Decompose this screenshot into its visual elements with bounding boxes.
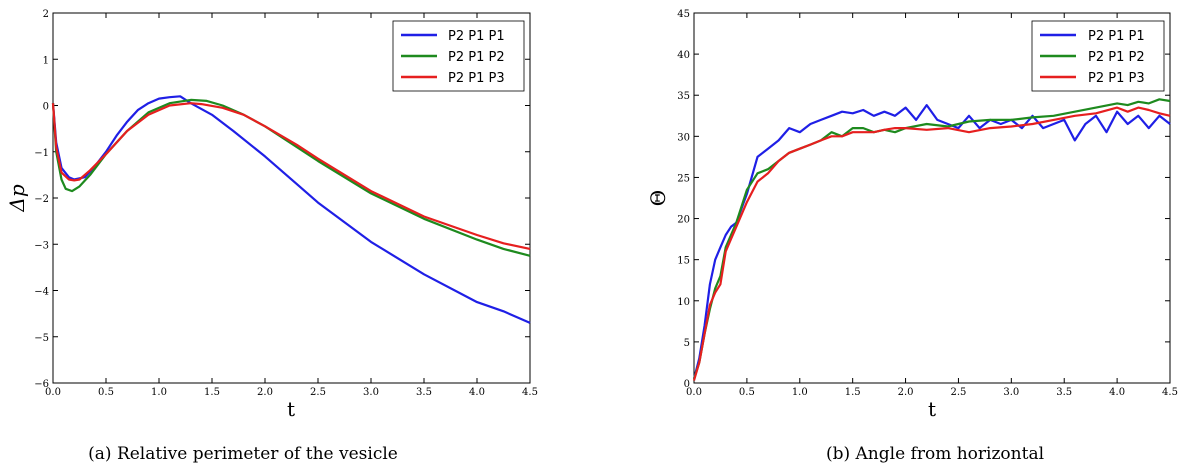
series-line-p2p1p3 xyxy=(51,102,531,250)
y-tick-label: −5 xyxy=(34,333,49,344)
y-tick-label: −3 xyxy=(34,240,49,251)
x-tick-label: 0.0 xyxy=(45,387,61,398)
legend-label-p2p1p1: P2 P1 P1 xyxy=(448,29,505,44)
y-tick-label: 15 xyxy=(677,256,690,267)
series-line-p2p1p3 xyxy=(692,106,1171,381)
y-axis-label: Δp xyxy=(5,184,29,212)
y-tick-label: 5 xyxy=(684,338,690,349)
x-tick-label: 0.5 xyxy=(739,387,755,398)
legend-label-p2p1p2: P2 P1 P2 xyxy=(1088,50,1145,65)
x-tick-label: 3.0 xyxy=(363,387,379,398)
legend: P2 P1 P1 P2 P1 P2 P2 P1 P3 xyxy=(392,20,525,92)
series-lines xyxy=(51,95,531,324)
y-tick-label: 30 xyxy=(677,132,690,143)
legend: P2 P1 P1 P2 P1 P2 P2 P1 P3 xyxy=(1031,20,1165,92)
series-line-p2p1p1 xyxy=(51,95,531,324)
series-lines xyxy=(692,98,1171,381)
legend-label-p2p1p2: P2 P1 P2 xyxy=(448,50,505,65)
y-tick-label: −6 xyxy=(34,379,49,390)
y-tick-label: 25 xyxy=(677,173,690,184)
x-tick-label: 3.0 xyxy=(1003,387,1019,398)
panel-angle-from-horizontal: 0.0 0.5 1.0 1.5 2.0 2.5 3.0 3.5 4.0 4.5 0 5 10 15 20 2… xyxy=(646,9,1178,464)
y-ticks: 0 5 10 15 20 25 30 35 40 45 xyxy=(677,9,1170,390)
panel-relative-perimeter: 0.0 0.5 1.0 1.5 2.0 2.5 3.0 3.5 4.0 4.5 −6 −5 −4 −3 −… xyxy=(5,9,538,464)
y-tick-label: 35 xyxy=(677,91,690,102)
y-tick-label: 20 xyxy=(677,215,690,226)
x-tick-label: 4.0 xyxy=(1109,387,1125,398)
series-line-p2p1p2 xyxy=(692,98,1171,380)
x-tick-label: 0.0 xyxy=(686,387,702,398)
x-axis-label: t xyxy=(928,397,936,421)
x-tick-label: 2.5 xyxy=(310,387,326,398)
x-tick-label: 0.5 xyxy=(98,387,114,398)
x-axis-label: t xyxy=(287,397,295,421)
series-line-p2p1p2 xyxy=(51,98,531,257)
x-tick-label: 2.5 xyxy=(950,387,966,398)
y-tick-label: 0 xyxy=(43,102,49,113)
y-tick-label: −4 xyxy=(34,287,49,298)
y-tick-label: −1 xyxy=(34,148,49,159)
x-ticks: 0.0 0.5 1.0 1.5 2.0 2.5 3.0 3.5 4.0 4.5 xyxy=(686,13,1178,398)
legend-label-p2p1p3: P2 P1 P3 xyxy=(448,71,505,86)
legend-label-p2p1p3: P2 P1 P3 xyxy=(1088,71,1145,86)
y-tick-label: 2 xyxy=(43,9,49,20)
x-tick-label: 4.5 xyxy=(522,387,538,398)
y-tick-label: −2 xyxy=(34,194,49,205)
x-tick-label: 1.0 xyxy=(151,387,167,398)
x-tick-label: 3.5 xyxy=(1056,387,1072,398)
x-tick-label: 1.5 xyxy=(204,387,220,398)
legend-label-p2p1p1: P2 P1 P1 xyxy=(1088,29,1145,44)
y-tick-label: 1 xyxy=(43,55,49,66)
y-tick-label: 10 xyxy=(677,297,690,308)
x-tick-label: 2.0 xyxy=(898,387,914,398)
y-tick-label: 0 xyxy=(684,379,690,390)
y-tick-label: 40 xyxy=(677,50,690,61)
caption-b: (b) Angle from horizontal xyxy=(826,444,1044,464)
x-tick-label: 3.5 xyxy=(416,387,432,398)
y-axis-label: Θ xyxy=(646,190,670,206)
series-line-p2p1p1 xyxy=(692,103,1171,380)
x-ticks: 0.0 0.5 1.0 1.5 2.0 2.5 3.0 3.5 4.0 4.5 xyxy=(45,13,538,398)
plot-frame xyxy=(693,12,1171,384)
x-tick-label: 2.0 xyxy=(257,387,273,398)
x-tick-label: 1.5 xyxy=(845,387,861,398)
caption-a: (a) Relative perimeter of the vesicle xyxy=(88,444,398,464)
x-tick-label: 4.0 xyxy=(469,387,485,398)
x-tick-label: 1.0 xyxy=(792,387,808,398)
x-tick-label: 4.5 xyxy=(1162,387,1178,398)
y-tick-label: 45 xyxy=(677,9,690,20)
